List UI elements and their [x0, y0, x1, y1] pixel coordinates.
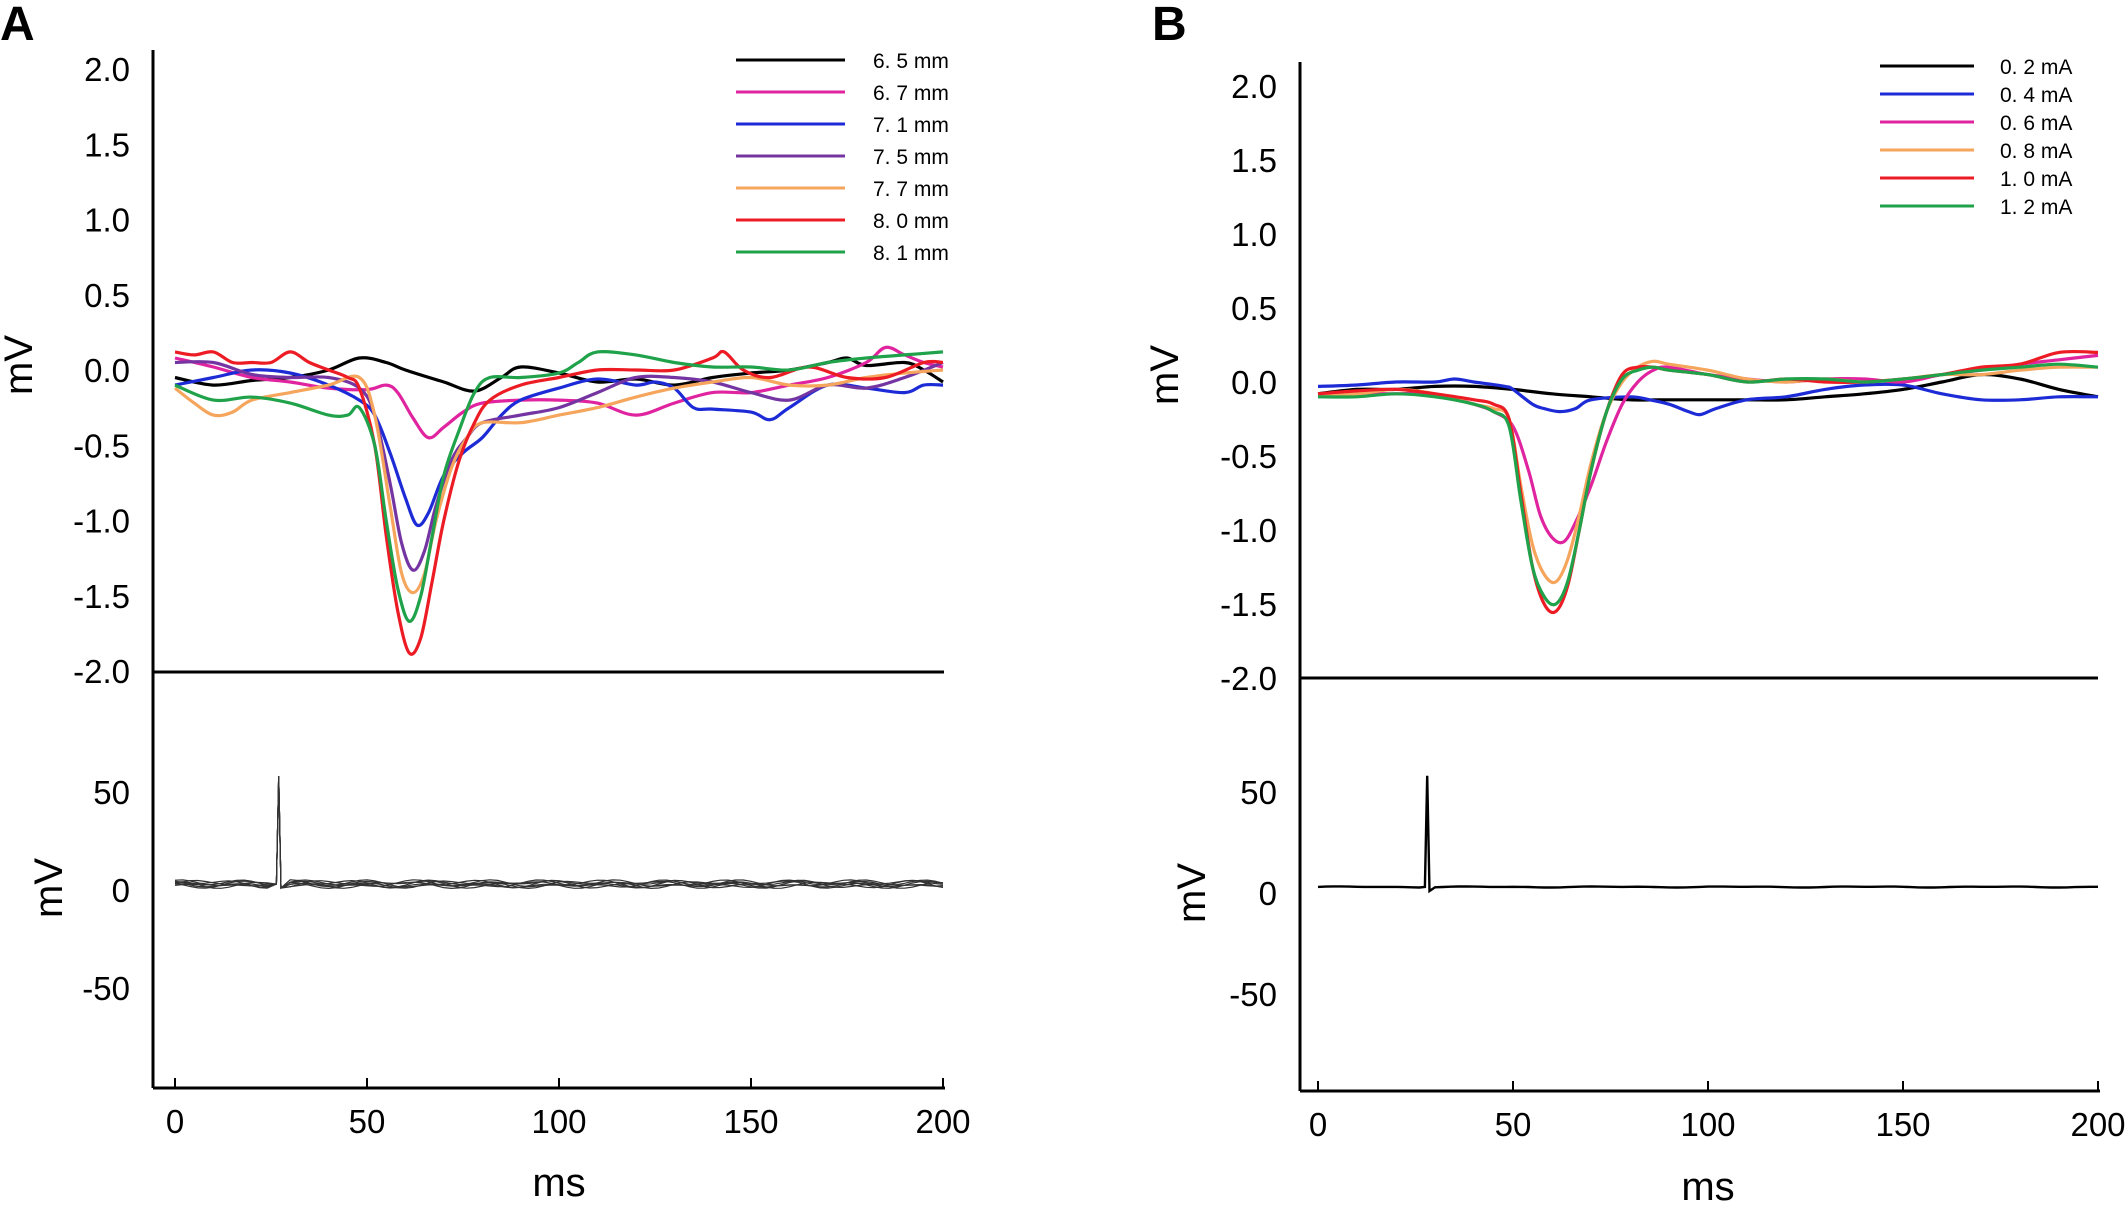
legend-label: 7. 1 mm [873, 114, 949, 137]
stimulus-trace [174, 776, 944, 890]
y-tick-label: 0.5 [84, 277, 130, 314]
x-tick-label: 200 [915, 1103, 970, 1140]
legend: 0. 2 mA 0. 4 mA 0. 6 mA 0. 8 mA 1. 0 mA 1. 2 … [1880, 56, 2072, 219]
x-tick-label: 200 [2070, 1106, 2125, 1143]
legend-label: 0. 4 mA [2000, 84, 2072, 107]
legend-label: 1. 0 mA [2000, 168, 2072, 191]
axes: 0 50 100 150 200 ms 2.0 1.5 1.0 0.5 0.0 -0.5 -1.0 -1.… [0, 50, 971, 1205]
series-line-6 [1317, 362, 2099, 607]
y-tick-label: 1.0 [1231, 216, 1277, 253]
y-tick-label-lower: 50 [93, 774, 130, 811]
y-tick-label: 1.0 [84, 202, 130, 239]
y-axis-title-upper: mV [0, 335, 41, 395]
legend-label: 7. 5 mm [873, 146, 949, 169]
y-tick-label: -2.0 [1220, 660, 1277, 697]
y-tick-label-lower: 50 [1240, 774, 1277, 811]
panel-b: B 0 50 100 150 200 ms 2.0 1.5 1.0 0.5 0.0 -0.5 -1.0 -… [1143, 0, 2126, 1209]
series-line-7 [174, 350, 944, 623]
y-tick-label: -1.0 [73, 503, 130, 540]
stimulus-trace [174, 776, 943, 890]
stimulus-trace [174, 776, 944, 889]
y-axis-title-upper: mV [1143, 345, 1187, 405]
y-tick-label-lower: -50 [82, 970, 130, 1007]
stimulus-trace [174, 776, 944, 889]
x-tick-label: 50 [1495, 1106, 1532, 1143]
y-axis-title-lower: mV [27, 858, 71, 918]
series-line-3 [174, 368, 944, 528]
x-tick-label: 100 [1680, 1106, 1735, 1143]
y-tick-label-lower: -50 [1229, 976, 1277, 1013]
x-tick-label: 50 [349, 1103, 386, 1140]
series-line-5 [1317, 349, 2099, 615]
series-group [174, 345, 944, 656]
stimulus-traces [174, 776, 944, 890]
y-tick-label: -2.0 [73, 653, 130, 690]
legend-label: 6. 7 mm [873, 82, 949, 105]
legend-label: 8. 1 mm [873, 242, 949, 265]
stimulus-trace [174, 776, 944, 890]
legend-label: 6. 5 mm [873, 50, 949, 73]
y-tick-label: 1.5 [84, 126, 130, 163]
y-tick-label: -0.5 [73, 427, 130, 464]
y-tick-label: 0.5 [1231, 290, 1277, 327]
series-line-2 [1317, 377, 2099, 417]
y-tick-label: 0.0 [1231, 364, 1277, 401]
x-axis-title: ms [1681, 1165, 1734, 1209]
panel-letter-b: B [1152, 0, 1187, 51]
x-tick-label: 150 [723, 1103, 778, 1140]
y-axis-title-lower: mV [1170, 863, 1214, 923]
stimulus-trace [1317, 775, 2098, 894]
y-tick-label: 2.0 [1231, 68, 1277, 105]
x-axis-title: ms [532, 1161, 585, 1205]
series-group [1317, 349, 2099, 615]
x-tick-label: 0 [166, 1103, 184, 1140]
series-line-5 [174, 368, 944, 595]
legend-label: 7. 7 mm [873, 178, 949, 201]
legend-label: 0. 6 mA [2000, 112, 2072, 135]
y-tick-label: -1.5 [73, 578, 130, 615]
legend: 6. 5 mm 6. 7 mm 7. 1 mm 7. 5 mm 7. 7 mm 8. 0 … [736, 50, 949, 265]
y-tick-label-lower: 0 [1259, 875, 1277, 912]
panel-letter-a: A [0, 0, 35, 51]
stimulus-trace [174, 776, 944, 890]
y-tick-label: 1.5 [1231, 142, 1277, 179]
series-line-6 [174, 349, 944, 656]
legend-label: 8. 0 mm [873, 210, 949, 233]
y-tick-label-lower: 0 [112, 872, 130, 909]
y-tick-label: -1.5 [1220, 586, 1277, 623]
x-tick-label: 100 [531, 1103, 586, 1140]
legend-label: 0. 2 mA [2000, 56, 2072, 79]
y-tick-label: 0.0 [84, 352, 130, 389]
legend-label: 1. 2 mA [2000, 196, 2072, 219]
x-tick-label: 150 [1875, 1106, 1930, 1143]
stimulus-trace [174, 776, 944, 890]
y-tick-label: 2.0 [84, 51, 130, 88]
y-tick-label: -1.0 [1220, 512, 1277, 549]
panel-a: A 0 50 100 150 200 ms 2.0 1.5 1.0 0.5 0.0 -0.5 -1.0 -… [0, 0, 971, 1205]
stimulus-traces [1317, 775, 2098, 894]
axes: 0 50 100 150 200 ms 2.0 1.5 1.0 0.5 0.0 -0.5 -1.0 -1.… [1143, 62, 2126, 1209]
legend-label: 0. 8 mA [2000, 140, 2072, 163]
x-tick-label: 0 [1309, 1106, 1327, 1143]
y-tick-label: -0.5 [1220, 438, 1277, 475]
